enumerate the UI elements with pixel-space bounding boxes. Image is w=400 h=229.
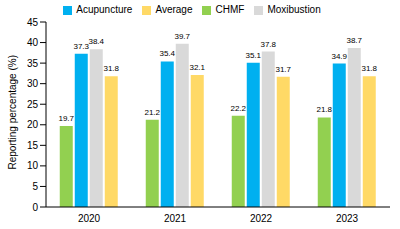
html-text:Average: Average — [155, 4, 193, 15]
svg-text:30: 30 — [27, 78, 39, 89]
svg-text:21.8: 21.8 — [316, 105, 332, 114]
svg-text:2020: 2020 — [78, 213, 101, 224]
svg-text:35: 35 — [27, 58, 39, 69]
svg-text:2022: 2022 — [250, 213, 273, 224]
svg-text:20: 20 — [27, 119, 39, 130]
svg-text:19.7: 19.7 — [58, 114, 74, 123]
svg-text:Reporting percentage (%): Reporting percentage (%) — [8, 55, 18, 170]
svg-text:35.1: 35.1 — [245, 51, 261, 60]
svg-text:38.4: 38.4 — [88, 37, 104, 46]
svg-text:5: 5 — [32, 181, 38, 192]
svg-text:2021: 2021 — [164, 213, 187, 224]
svg-text:38.7: 38.7 — [346, 36, 362, 45]
svg-text:35.4: 35.4 — [159, 49, 175, 58]
svg-text:10: 10 — [27, 160, 39, 171]
html-text:Acupuncture: Acupuncture — [76, 4, 133, 15]
svg-text:31.8: 31.8 — [103, 64, 119, 73]
svg-text:2023: 2023 — [336, 213, 359, 224]
svg-text:40: 40 — [27, 37, 39, 48]
svg-text:37.8: 37.8 — [260, 40, 276, 49]
svg-text:15: 15 — [27, 140, 39, 151]
svg-text:34.9: 34.9 — [331, 52, 347, 61]
svg-text:31.7: 31.7 — [275, 65, 291, 74]
svg-text:39.7: 39.7 — [174, 32, 190, 41]
svg-text:22.2: 22.2 — [230, 104, 246, 113]
html-text:Moxibustion: Moxibustion — [267, 4, 321, 15]
svg-text:25: 25 — [27, 99, 39, 110]
svg-text:37.3: 37.3 — [73, 42, 89, 51]
svg-text:0: 0 — [32, 202, 38, 213]
html-text:CHMF: CHMF — [215, 4, 245, 15]
svg-text:31.8: 31.8 — [361, 64, 377, 73]
svg-text:21.2: 21.2 — [144, 108, 160, 117]
svg-text:32.1: 32.1 — [189, 63, 205, 72]
svg-text:45: 45 — [27, 17, 39, 28]
